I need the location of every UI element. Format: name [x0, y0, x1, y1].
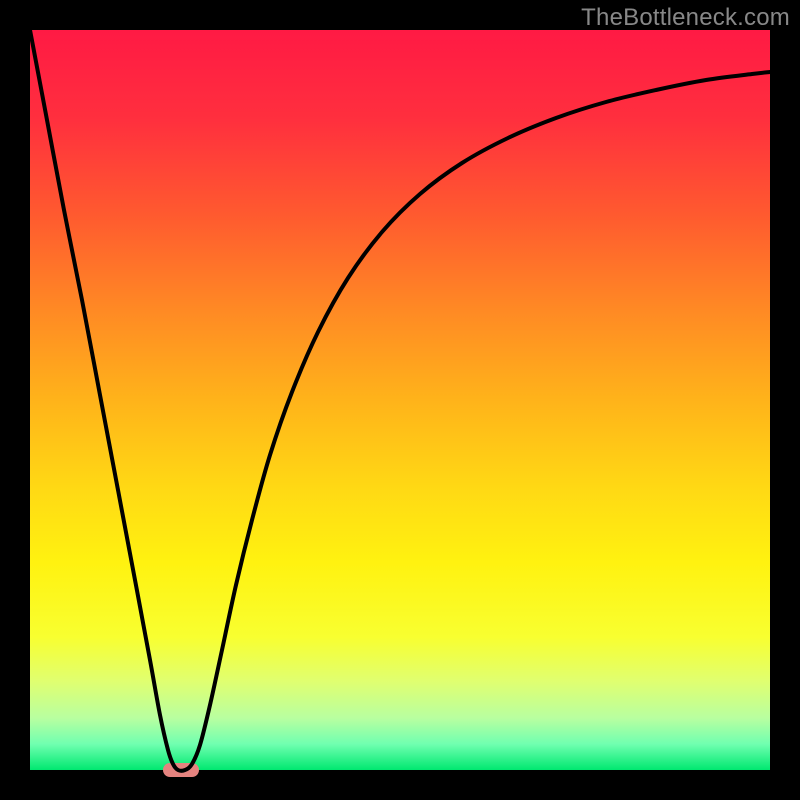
watermark-text: TheBottleneck.com: [581, 4, 790, 32]
chart-container: { "watermark": { "text": "TheBottleneck.…: [0, 0, 800, 800]
chart-plot-area: [30, 30, 770, 770]
bottleneck-chart: [0, 0, 800, 800]
